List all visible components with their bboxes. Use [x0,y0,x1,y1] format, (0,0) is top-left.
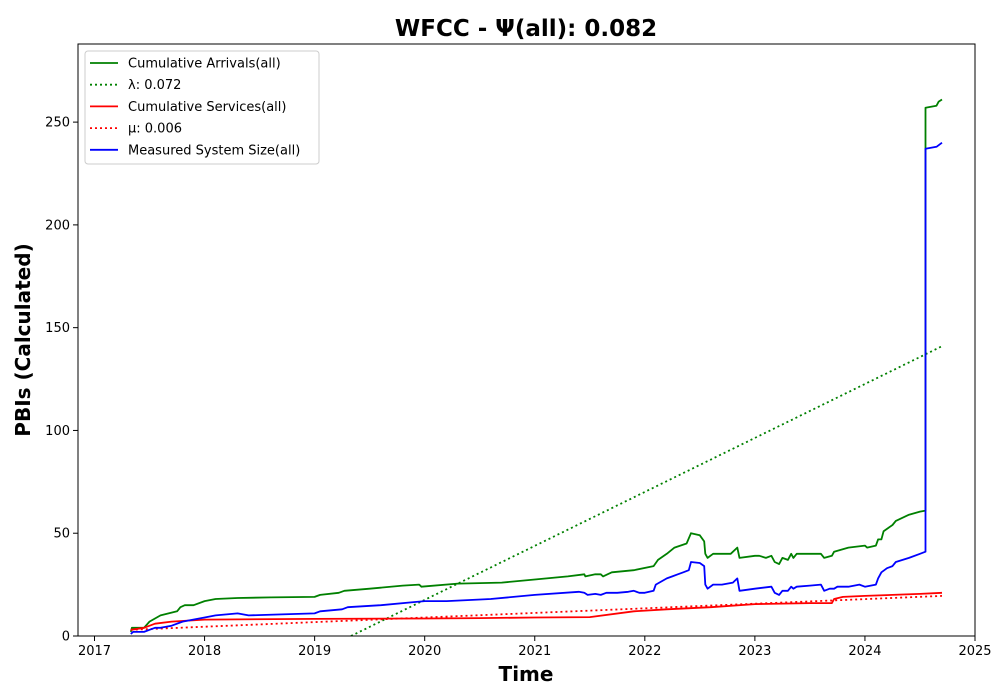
legend-label-1: Cumulative Arrivals(all) [128,57,281,72]
plot-frame [77,43,976,637]
y-tick-label: 50 [53,527,70,542]
legend-label-3: Cumulative Services(all) [128,100,286,115]
legend-label-5: Measured System Size(all) [128,143,300,158]
legend-label-4: μ: 0.006 [128,122,182,137]
x-tick-label: 2024 [848,644,881,659]
x-tick-label: 2025 [958,644,991,659]
series-line-1-cumulative-arrivals-all [129,98,943,633]
y-tick-label: 0 [62,630,70,645]
y-tick-label: 250 [45,116,70,131]
x-tick-label: 2020 [408,644,441,659]
x-tick-label: 2023 [738,644,771,659]
x-tick-label: 2022 [628,644,661,659]
y-tick-label: 100 [45,424,70,439]
x-axis: 2017 2018 2019 2020 2021 2022 2023 2024 2025 [78,636,992,659]
x-tick-label: 2021 [518,644,551,659]
y-axis-label: PBIs (Calculated) [11,243,35,436]
y-axis: 0 50 100 150 200 250 [45,116,78,645]
series-line-5-measured-system-size-all [130,141,943,635]
x-tick-label: 2018 [188,644,221,659]
legend-box [84,50,320,165]
y-tick-label: 150 [45,321,70,336]
series-line-4-0-006 [130,595,943,631]
legend: Cumulative Arrivals(all) λ: 0.072 Cumulati… [84,50,320,165]
chart-title: WFCC - Ψ(all): 0.082 [395,16,657,42]
y-tick-label: 200 [45,218,70,233]
plot-lines [129,98,943,636]
x-axis-label: Time [499,662,554,686]
legend-label-2: λ: 0.072 [128,78,181,93]
x-tick-label: 2017 [78,644,111,659]
x-tick-label: 2019 [298,644,331,659]
